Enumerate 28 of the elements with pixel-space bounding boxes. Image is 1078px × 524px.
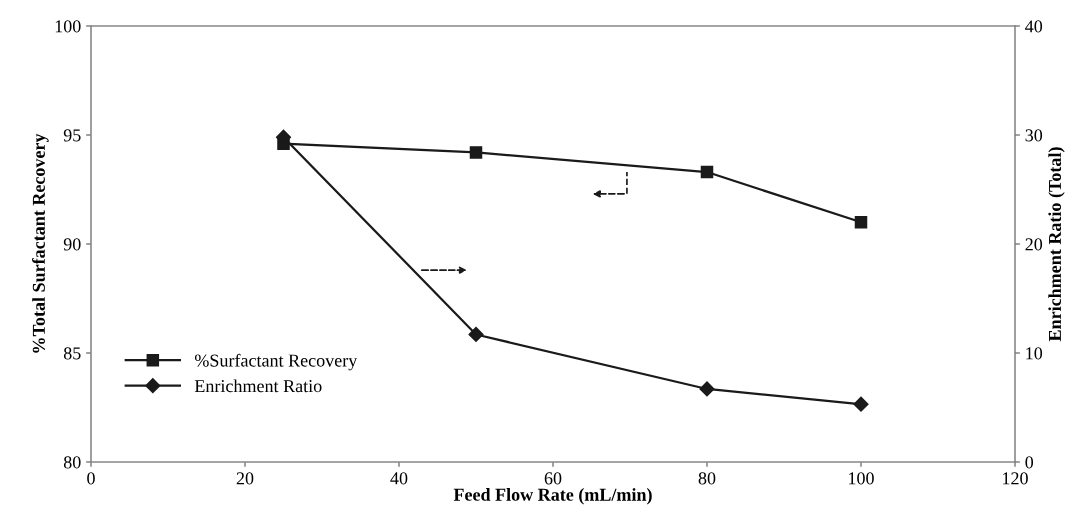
x-tick-label: 60 [544, 472, 562, 485]
y2-tick-label: 30 [1025, 129, 1043, 142]
point [700, 165, 714, 179]
point [854, 215, 868, 229]
y2-axis-title: Enrichment Ratio (Total) [1048, 147, 1065, 342]
y-tick-label: 80 [63, 456, 81, 469]
y-tick-label: 100 [55, 20, 81, 33]
y-tick-label: 95 [63, 129, 81, 142]
point [699, 381, 715, 397]
x-tick-label: 120 [1003, 472, 1028, 485]
legend-label: %Surfactant Recovery [194, 353, 358, 371]
y2-tick-label: 10 [1026, 347, 1043, 360]
x-axis-title: Feed Flow Rate (mL/min) [453, 488, 652, 505]
y2-tick-label: 20 [1025, 238, 1043, 251]
y-tick-label: 85 [63, 347, 81, 360]
point [468, 326, 484, 343]
point [853, 396, 869, 412]
x-tick-label: 80 [698, 472, 716, 485]
x-tick-label: 100 [849, 472, 874, 485]
x-tick-label: 0 [87, 472, 95, 485]
y-axis-title: %Total Surfactant Recovery [32, 133, 49, 353]
point [469, 146, 483, 159]
y-tick-label: 90 [63, 238, 81, 251]
x-tick-label: 20 [236, 472, 254, 485]
x-tick-label: 40 [390, 472, 408, 485]
y2-tick-label: 0 [1025, 456, 1034, 469]
y2-tick-label: 40 [1025, 20, 1043, 33]
legend-label: Enrichment Ratio [194, 379, 322, 393]
